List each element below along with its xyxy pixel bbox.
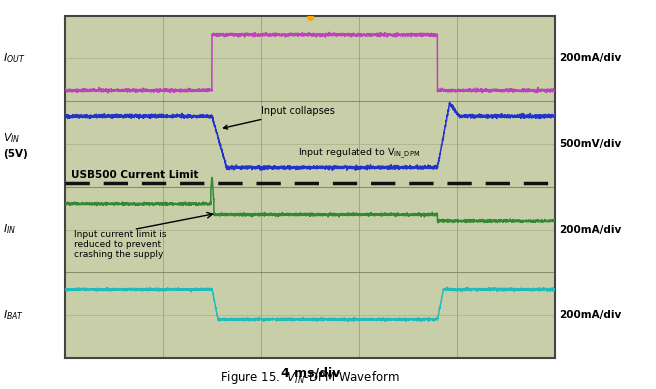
Text: 4 ms/div: 4 ms/div bbox=[281, 366, 340, 379]
Text: 200mA/div: 200mA/div bbox=[559, 224, 621, 235]
Text: (5V): (5V) bbox=[3, 149, 28, 159]
Text: $I_{IN}$: $I_{IN}$ bbox=[3, 223, 16, 237]
Text: 200mA/div: 200mA/div bbox=[559, 310, 621, 320]
Text: 500mV/div: 500mV/div bbox=[559, 139, 621, 149]
Text: $V_{IN}$: $V_{IN}$ bbox=[3, 131, 21, 145]
Text: 200mA/div: 200mA/div bbox=[559, 53, 621, 63]
Text: Input collapses: Input collapses bbox=[224, 106, 335, 129]
Text: Input current limit is
reduced to prevent
crashing the supply: Input current limit is reduced to preven… bbox=[73, 230, 166, 259]
Text: Figure 15.  $V_{IN}$-DPM Waveform: Figure 15. $V_{IN}$-DPM Waveform bbox=[220, 369, 400, 386]
Text: USB500 Current Limit: USB500 Current Limit bbox=[71, 170, 199, 180]
Text: $I_{OUT}$: $I_{OUT}$ bbox=[3, 51, 26, 65]
Text: $I_{BAT}$: $I_{BAT}$ bbox=[3, 308, 24, 322]
Text: Input regulated to $\mathregular{V_{IN\_DPM}}$: Input regulated to $\mathregular{V_{IN\_… bbox=[298, 146, 420, 161]
